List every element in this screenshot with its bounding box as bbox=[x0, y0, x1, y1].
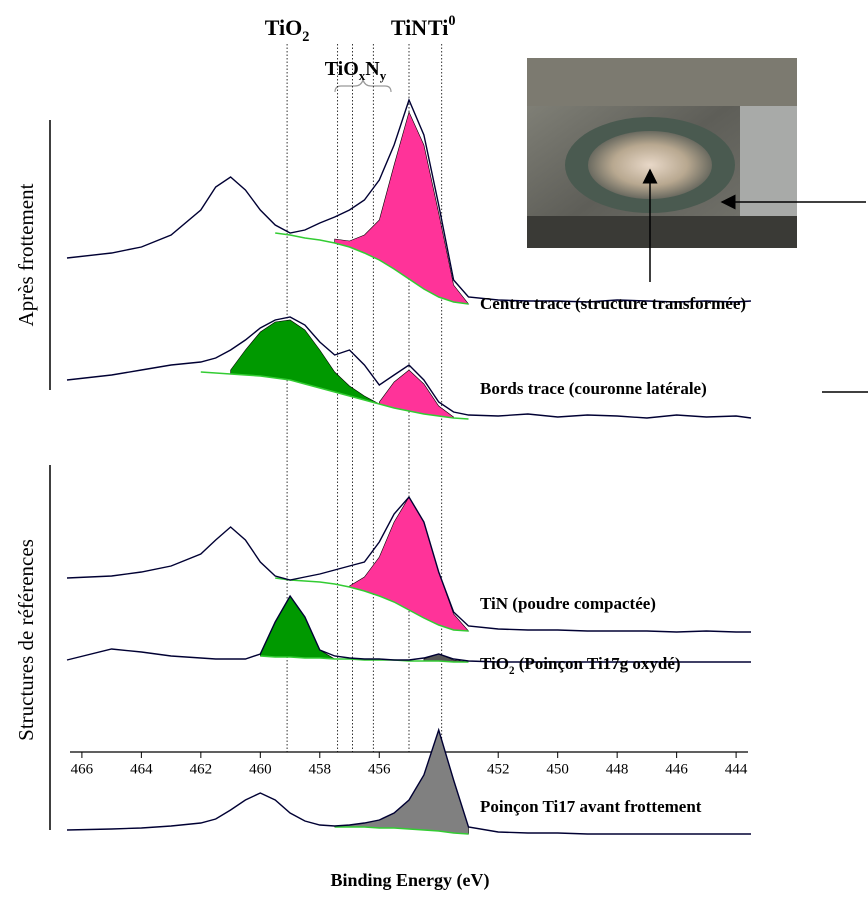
x-tick-label: 464 bbox=[130, 761, 153, 777]
spectrum-line bbox=[66, 495, 751, 633]
spectrum-line bbox=[66, 98, 752, 303]
label-part: TiO bbox=[265, 15, 303, 40]
x-tick-label: 460 bbox=[249, 761, 272, 777]
x-tick-label: 450 bbox=[546, 761, 569, 777]
label-subscript: 2 bbox=[509, 665, 515, 677]
series-label: TiN (poudre compactée) bbox=[480, 594, 656, 613]
x-tick-label: 456 bbox=[368, 761, 391, 777]
series-label: Bords trace (couronne latérale) bbox=[480, 379, 707, 398]
background-line bbox=[260, 655, 469, 663]
label-superscript: 0 bbox=[448, 13, 455, 29]
label-subscript: y bbox=[380, 68, 387, 83]
photo bbox=[527, 58, 797, 248]
peak-label: TiO2​ bbox=[265, 15, 310, 45]
background-line bbox=[200, 371, 469, 420]
background-line bbox=[275, 577, 469, 632]
x-tick-label: 458 bbox=[309, 761, 332, 777]
x-tick-label: 444 bbox=[725, 761, 748, 777]
label-subscript: 2 bbox=[302, 29, 309, 45]
peak-label: TiOx​Ny​ bbox=[325, 58, 387, 84]
component-peak bbox=[334, 111, 470, 305]
brace bbox=[334, 78, 392, 93]
spectrum-line bbox=[66, 727, 751, 835]
group-label: Structures de références bbox=[14, 539, 38, 741]
component-peak bbox=[334, 728, 469, 835]
background-line bbox=[275, 232, 469, 305]
x-tick-label: 448 bbox=[606, 761, 629, 777]
label-part: Centre trace (structure transformée) bbox=[480, 294, 746, 313]
label-part: TiO bbox=[325, 58, 359, 80]
label-part: (Poinçon Ti17g oxydé) bbox=[515, 654, 681, 673]
peak-label: Ti0 bbox=[428, 13, 456, 40]
component-peak bbox=[230, 319, 380, 405]
label-part: Ti bbox=[428, 15, 448, 40]
group-label: Après frottement bbox=[14, 183, 38, 326]
series-label: Centre trace (structure transformée) bbox=[480, 294, 746, 313]
label-part: TiN (poudre compactée) bbox=[480, 594, 656, 613]
spectrum-line bbox=[66, 316, 752, 419]
label-part: TiN bbox=[391, 15, 427, 40]
x-tick-label: 446 bbox=[665, 761, 688, 777]
x-tick-label: 452 bbox=[487, 761, 510, 777]
label-part: N bbox=[365, 58, 380, 80]
peak-label: TiN bbox=[391, 15, 427, 40]
label-part: Poinçon Ti17 avant frottement bbox=[480, 797, 702, 816]
label-subscript: x bbox=[359, 68, 366, 83]
x-tick-label: 466 bbox=[71, 761, 94, 777]
background-line bbox=[334, 826, 469, 835]
label-part: TiO bbox=[480, 654, 509, 673]
x-axis-title: Binding Energy (eV) bbox=[330, 870, 489, 891]
series-label: Poinçon Ti17 avant frottement bbox=[480, 797, 702, 816]
x-tick-label: 462 bbox=[190, 761, 213, 777]
component-peak bbox=[349, 496, 470, 632]
spectrum-line bbox=[66, 594, 751, 663]
series-label: TiO2​ (Poinçon Ti17g oxydé) bbox=[480, 654, 681, 677]
label-part: Bords trace (couronne latérale) bbox=[480, 379, 707, 398]
